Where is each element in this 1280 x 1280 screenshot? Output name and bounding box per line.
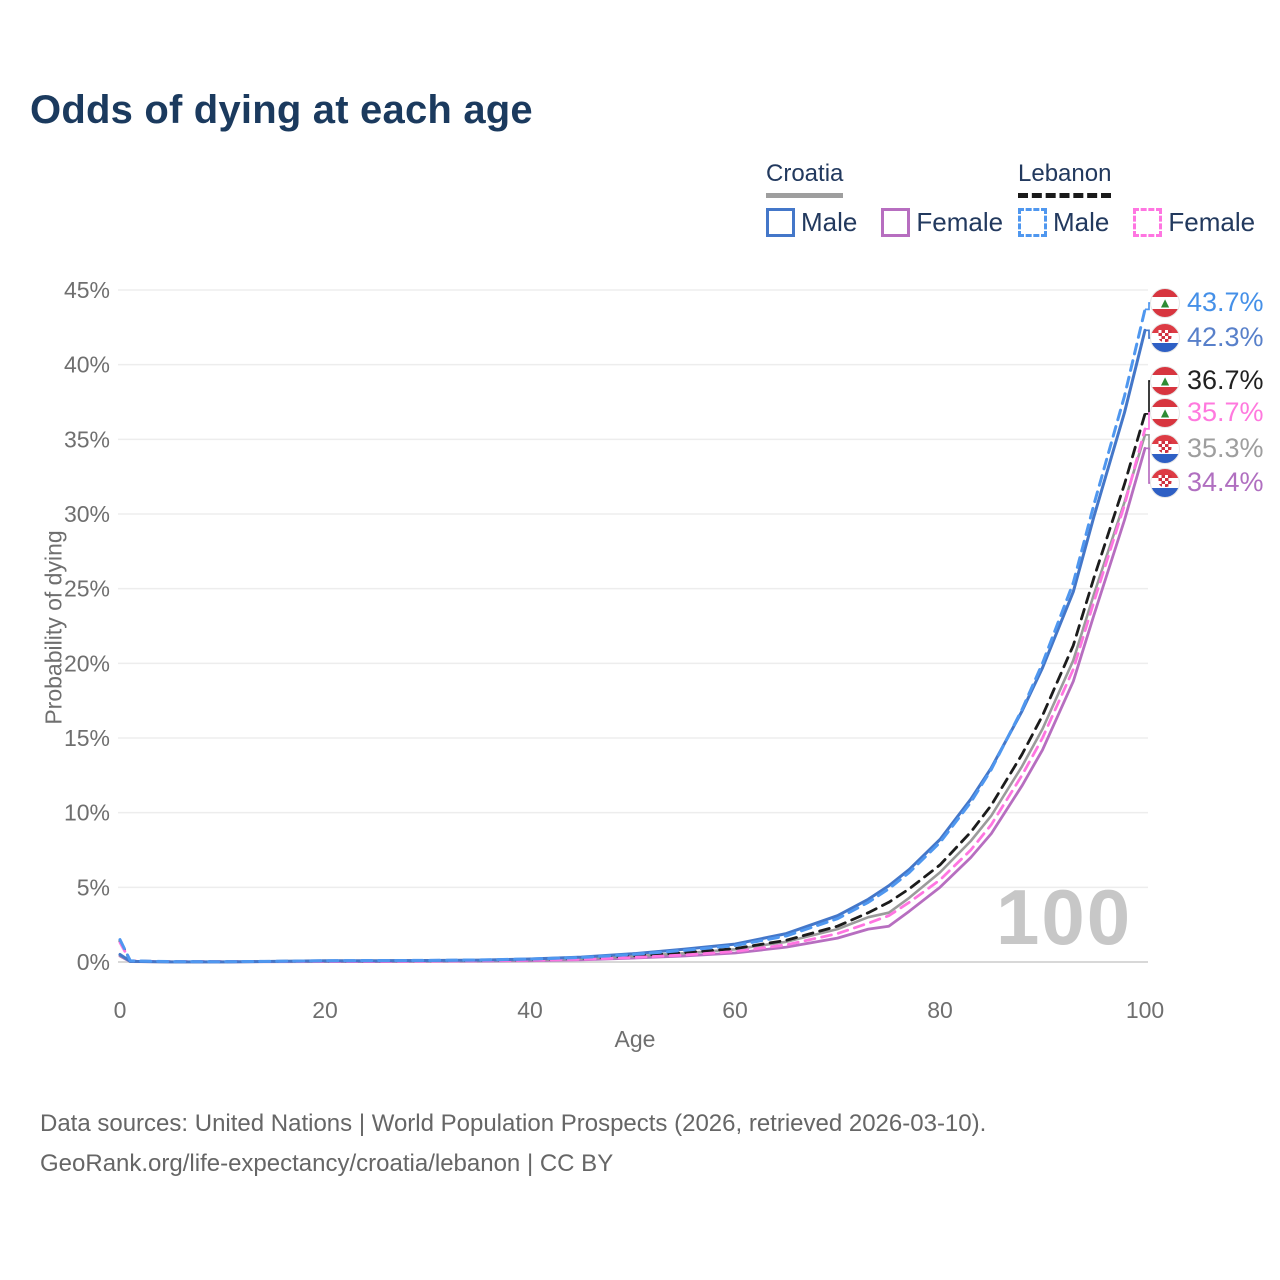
svg-text:100: 100 — [1126, 997, 1164, 1023]
svg-text:45%: 45% — [64, 277, 110, 303]
legend-label: Female — [1168, 207, 1256, 237]
end-label: 34.4% — [1150, 467, 1264, 498]
svg-text:35%: 35% — [64, 426, 110, 452]
svg-text:80: 80 — [927, 997, 953, 1023]
legend-header-lebanon: Lebanon — [1018, 160, 1112, 198]
legend-item-lebanon-male[interactable]: Male — [1018, 207, 1109, 238]
lebanon-flag-icon — [1150, 287, 1180, 318]
svg-text:10%: 10% — [64, 800, 110, 826]
footer-line1: Data sources: United Nations | World Pop… — [40, 1110, 987, 1137]
croatia-flag-icon — [1150, 433, 1180, 464]
lebanon-male-swatch-icon — [1018, 208, 1047, 237]
svg-text:20%: 20% — [64, 650, 110, 676]
svg-text:0: 0 — [114, 997, 127, 1023]
end-label-value: 36.7% — [1187, 365, 1264, 395]
svg-text:40: 40 — [517, 997, 543, 1023]
svg-text:30%: 30% — [64, 501, 110, 527]
lebanon-female-swatch-icon — [1133, 208, 1163, 237]
legend-group-lebanon: Lebanon Male Female — [1018, 160, 1255, 238]
lebanon-flag-icon — [1150, 397, 1180, 428]
legend-item-croatia-female[interactable]: Female — [881, 207, 1003, 238]
end-label-value: 43.7% — [1187, 287, 1264, 317]
legend-label: Male — [801, 207, 858, 237]
legend-group-croatia: Croatia Male Female — [766, 160, 1003, 238]
end-label: 36.7% — [1150, 365, 1264, 396]
footer: Data sources: United Nations | World Pop… — [40, 1104, 986, 1184]
svg-text:25%: 25% — [64, 576, 110, 602]
svg-text:15%: 15% — [64, 725, 110, 751]
croatia-male-swatch-icon — [766, 208, 795, 237]
legend-label: Female — [916, 207, 1004, 237]
legend-header-croatia: Croatia — [766, 160, 844, 198]
svg-text:40%: 40% — [64, 352, 110, 378]
end-label: 42.3% — [1150, 322, 1264, 353]
age-counter-watermark: 100 — [996, 873, 1133, 961]
svg-text:20: 20 — [312, 997, 338, 1023]
croatia-flag-icon — [1150, 467, 1180, 498]
end-label: 35.7% — [1150, 397, 1264, 428]
end-label: 43.7% — [1150, 287, 1264, 318]
end-label-value: 35.3% — [1187, 433, 1264, 463]
svg-text:0%: 0% — [77, 949, 110, 975]
svg-text:60: 60 — [722, 997, 748, 1023]
footer-line2: GeoRank.org/life-expectancy/croatia/leba… — [40, 1150, 614, 1177]
end-label-value: 35.7% — [1187, 397, 1264, 427]
svg-text:5%: 5% — [77, 874, 110, 900]
legend-item-lebanon-female[interactable]: Female — [1133, 207, 1255, 238]
legend-label: Male — [1053, 207, 1110, 237]
lebanon-flag-icon — [1150, 365, 1180, 396]
croatia-female-swatch-icon — [881, 208, 911, 237]
end-label-value: 42.3% — [1187, 322, 1264, 352]
end-label: 35.3% — [1150, 433, 1264, 464]
end-label-value: 34.4% — [1187, 467, 1264, 497]
y-axis-title: Probability of dying — [40, 530, 67, 725]
croatia-flag-icon — [1150, 322, 1180, 353]
page-title: Odds of dying at each age — [30, 88, 533, 132]
x-axis-title: Age — [614, 1026, 656, 1052]
legend-item-croatia-male[interactable]: Male — [766, 207, 857, 238]
